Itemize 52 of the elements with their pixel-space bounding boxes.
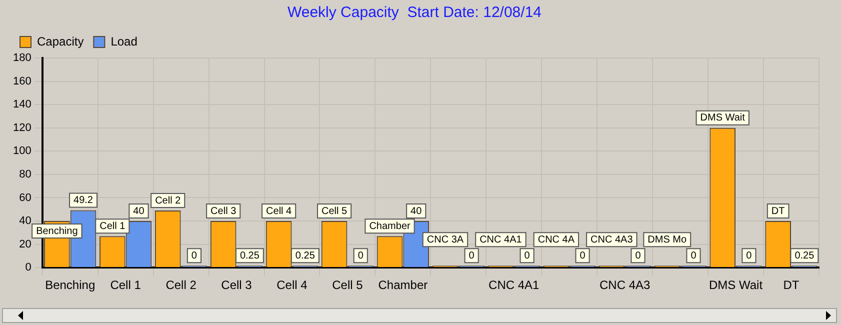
x-tick-label: Chamber [378,278,428,292]
chart-title: Weekly Capacity Start Date: 12/08/14 [287,4,542,22]
data-label: 49.2 [74,195,94,206]
legend-label: Capacity [37,34,84,48]
data-label: Cell 2 [155,195,182,206]
x-tick-label: DMS Wait [709,278,764,292]
y-tick-label: 60 [19,192,32,204]
x-tick-label: DT [783,278,800,292]
data-label: 0 [635,250,642,262]
data-label: CNC 4A3 [590,234,634,246]
x-tick-label: Cell 3 [221,278,252,292]
x-tick-label: Cell 1 [110,278,142,292]
data-label: 0 [191,250,198,262]
x-tick-label: CNC 4A1 [488,278,540,292]
data-label: Cell 3 [210,206,237,217]
data-label: DMS Wait [700,112,746,124]
x-tick-label: CNC 4A3 [599,278,651,292]
x-tick-label: Cell 5 [332,278,364,292]
data-label: 40 [410,206,422,217]
y-tick-label: 0 [25,262,32,274]
data-label: 0.25 [295,250,316,262]
data-label: Benching [36,226,78,237]
data-label: 0 [524,250,530,262]
y-tick-label: 40 [19,215,32,228]
data-label: 0.25 [794,250,815,262]
y-tick-label: 180 [12,52,32,64]
data-label: 0 [746,250,752,262]
data-label: DMS Mo [648,234,688,246]
data-label: CNC 3A [426,234,464,246]
data-label: Cell 1 [100,220,126,232]
data-label: 0 [358,250,364,262]
data-label: 0 [690,250,697,262]
x-tick-label: Benching [45,278,96,292]
y-tick-label: 20 [19,238,32,250]
x-tick-label: Cell 2 [166,278,197,292]
x-tick-label: Cell 4 [276,278,308,292]
y-tick-label: 80 [19,168,32,180]
data-label: CNC 4A [538,234,575,246]
y-tick-label: 160 [12,75,32,88]
data-label: DT [771,206,785,217]
data-label: Chamber [369,220,411,232]
data-label: 40 [133,206,145,217]
y-tick-label: 140 [12,98,32,111]
data-label: 0 [580,250,586,262]
legend-label: Load [110,34,138,48]
y-tick-label: 100 [12,145,32,158]
data-label: 0.25 [240,250,260,262]
data-label: Cell 5 [322,206,348,217]
y-tick-label: 120 [12,122,32,134]
data-label: CNC 4A1 [480,234,522,246]
data-label: Cell 4 [266,206,292,217]
data-label: 0 [468,250,475,262]
